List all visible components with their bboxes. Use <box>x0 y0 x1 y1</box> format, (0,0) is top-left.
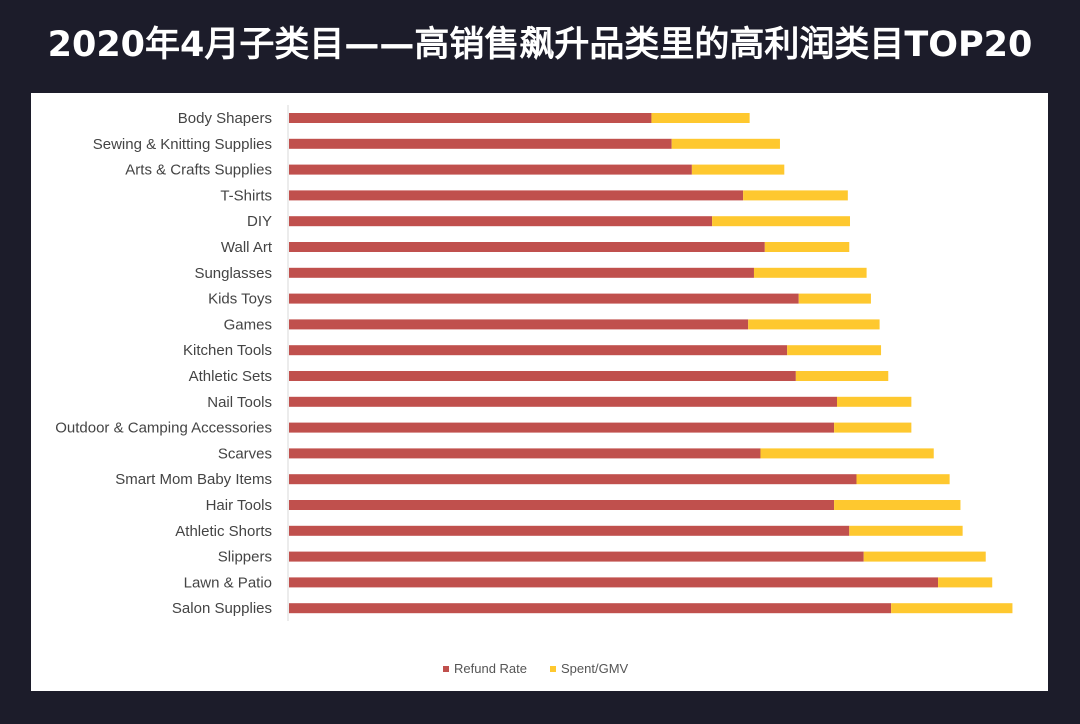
category-label: Scarves <box>218 445 272 462</box>
bar-spent-gmv <box>764 242 850 252</box>
bar-refund-rate <box>289 267 754 278</box>
bar-spent-gmv <box>798 293 871 304</box>
bar-refund-rate <box>289 293 799 304</box>
legend-label: Refund Rate <box>454 661 527 676</box>
category-label: Smart Mom Baby Items <box>115 471 272 488</box>
bar-spent-gmv <box>856 474 950 485</box>
bar-refund-rate <box>289 396 837 407</box>
category-label: Arts & Crafts Supplies <box>125 162 272 179</box>
bar-refund-rate <box>289 422 835 433</box>
bar-refund-rate <box>289 190 744 201</box>
stacked-bar-chart: Body Shapers Sewing & Knitting Supplies Ar… <box>55 105 1013 676</box>
category-label: Athletic Shorts <box>175 523 272 540</box>
category-label: Games <box>224 316 272 333</box>
bar-refund-rate <box>289 577 939 588</box>
bar-refund-rate <box>289 603 892 614</box>
legend-swatch <box>550 666 556 672</box>
bar-spent-gmv <box>834 422 912 433</box>
category-label: Kids Toys <box>208 291 272 308</box>
category-label: Outdoor & Camping Accessories <box>55 420 272 437</box>
legend-swatch <box>443 666 449 672</box>
bar-spent-gmv <box>743 190 848 201</box>
bar-refund-rate <box>289 345 788 356</box>
bar-refund-rate <box>289 448 761 459</box>
category-label: Lawn & Patio <box>184 574 272 591</box>
category-label: Kitchen Tools <box>183 342 272 359</box>
bar-spent-gmv <box>753 267 867 278</box>
bar-spent-gmv <box>691 164 785 175</box>
category-label: Nail Tools <box>207 394 272 411</box>
bar-spent-gmv <box>863 551 986 562</box>
bar-spent-gmv <box>712 216 850 227</box>
category-label: Slippers <box>218 549 272 566</box>
bar-refund-rate <box>289 525 850 536</box>
bar-spent-gmv <box>836 396 912 407</box>
category-label: T-Shirts <box>220 187 272 204</box>
bar-refund-rate <box>289 113 652 123</box>
bar-refund-rate <box>289 474 857 485</box>
legend-label: Spent/GMV <box>561 661 629 676</box>
bar-refund-rate <box>289 500 835 510</box>
bar-refund-rate <box>289 164 692 175</box>
legend-item-spent-gmv: Spent/GMV <box>550 661 629 676</box>
bar-spent-gmv <box>671 138 780 149</box>
bar-refund-rate <box>289 371 796 381</box>
category-label: Athletic Sets <box>189 368 272 385</box>
category-label: Body Shapers <box>178 110 272 127</box>
bar-refund-rate <box>289 319 749 330</box>
bar-refund-rate <box>289 551 864 562</box>
bar-spent-gmv <box>849 525 963 536</box>
bar-spent-gmv <box>938 577 993 588</box>
bar-refund-rate <box>289 242 765 252</box>
chart-panel: Body Shapers Sewing & Knitting Supplies Ar… <box>31 93 1048 691</box>
category-label: Sewing & Knitting Supplies <box>93 136 272 153</box>
category-label: Wall Art <box>221 239 273 256</box>
category-label: Salon Supplies <box>172 600 272 617</box>
bar-spent-gmv <box>787 345 882 356</box>
category-label: DIY <box>247 213 272 230</box>
chart-title: 2020年4月子类目——高销售飙升品类里的高利润类目TOP20 <box>47 25 1033 65</box>
category-label: Sunglasses <box>194 265 272 282</box>
bar-spent-gmv <box>891 603 1013 614</box>
bar-refund-rate <box>289 216 713 227</box>
category-label: Hair Tools <box>206 497 272 514</box>
bar-spent-gmv <box>760 448 934 459</box>
bar-spent-gmv <box>651 113 750 123</box>
bar-spent-gmv <box>834 500 961 510</box>
bar-spent-gmv <box>748 319 880 330</box>
legend-item-refund-rate: Refund Rate <box>443 661 527 676</box>
bar-spent-gmv <box>795 371 889 381</box>
bar-refund-rate <box>289 138 672 149</box>
